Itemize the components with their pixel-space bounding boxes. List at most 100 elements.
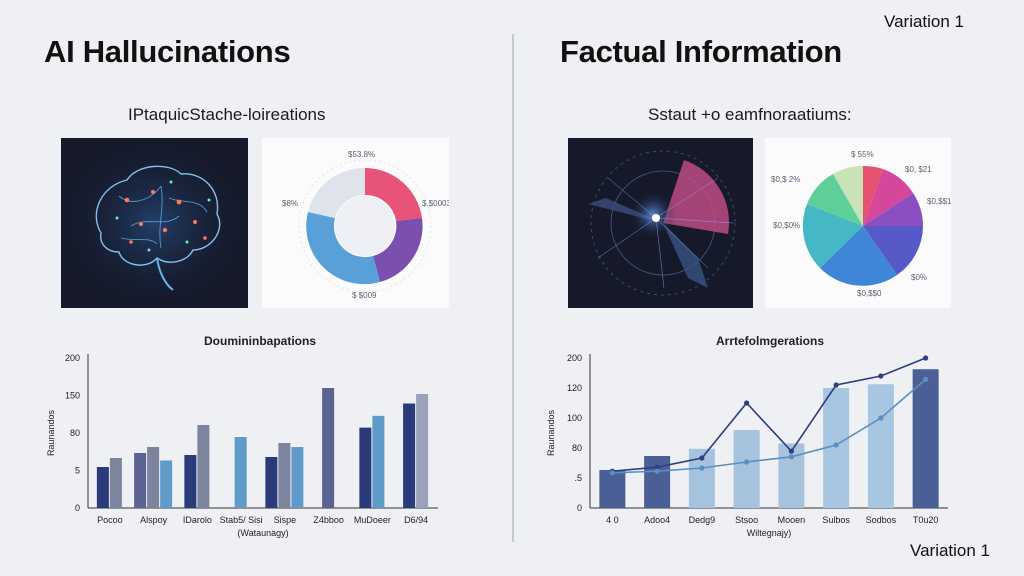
right-chart-point — [788, 454, 794, 460]
right-chart-line-1 — [612, 378, 927, 474]
right-chart-ytick-label: .5 — [574, 473, 582, 483]
pie-slice-0 — [863, 165, 883, 226]
right-chart-bar — [599, 470, 626, 508]
right-chart-point — [923, 355, 929, 361]
pie-label-0: $ 55% — [851, 150, 874, 159]
right-chart-xtick-label: Adoo4 — [644, 515, 670, 525]
left-chart-bar — [197, 424, 210, 508]
right-chart-bar — [867, 384, 894, 508]
donut-slice-grey — [308, 167, 365, 218]
right-chart-bar — [912, 369, 939, 508]
right-chart-point — [699, 465, 705, 471]
right-subtitle: Sstaut +o eamfnoraatiums: — [648, 105, 852, 124]
left-chart-bar — [160, 460, 173, 508]
pie-slice-2 — [863, 193, 923, 226]
right-chart-point — [833, 382, 839, 388]
left-chart-xtick-label: MuDoeer — [354, 515, 391, 525]
left-bar-chart: 0 5 80 150 200 Raunandos (Wataunagy) Pocoo Alspo… — [46, 353, 438, 538]
left-chart-bar — [234, 437, 247, 508]
pie-label-1: $0,$ 2% — [771, 175, 800, 184]
donut-label-1: $8% — [282, 199, 298, 208]
left-chart-xtick-label: Stab5/ Sisi — [220, 515, 263, 525]
network-illustration — [588, 150, 736, 296]
left-chart-bar — [134, 453, 147, 508]
right-chart-y-axis-label: Raunandos — [546, 409, 556, 456]
pie-slice-1 — [863, 169, 913, 226]
left-title: AI Hallucinations — [44, 34, 291, 69]
left-chart-bar — [265, 457, 278, 508]
left-donut-chart: $53.8% $8% $.$0003 $ $009 — [282, 150, 451, 300]
left-chart-xtick-label: Pocoo — [97, 515, 123, 525]
right-chart-xtick-label: Sodbos — [866, 515, 897, 525]
left-chart-bar — [96, 467, 109, 508]
right-chart-bar — [733, 430, 760, 508]
left-subtitle: IPtaquicStache-loireations — [128, 105, 326, 124]
left-chart-bar — [109, 458, 122, 508]
right-pie-chart: $ 55% $0,$ 2% $0, $21 $0,$$1 $0,$0% $0% … — [771, 150, 952, 298]
left-chart-bar — [322, 388, 335, 508]
right-chart-title: Arrtefolmgerations — [715, 334, 825, 348]
right-chart-point — [654, 464, 660, 470]
right-chart-x-axis-label: Wiltegnajy) — [747, 528, 792, 538]
right-chart-xtick-label: 4 0 — [606, 515, 619, 525]
right-chart-ytick-label: 100 — [567, 413, 582, 423]
right-title: Factual Information — [560, 34, 842, 69]
variation-label-bottom: Variation 1 — [910, 541, 991, 560]
left-chart-ytick-label: 200 — [65, 353, 80, 363]
pie-label-2: $0, $21 — [905, 165, 932, 174]
donut-slice-red — [365, 168, 422, 221]
left-chart-bar — [416, 394, 429, 508]
right-chart-ytick-label: 80 — [572, 443, 582, 453]
brain-illustration — [61, 138, 248, 308]
left-chart-ytick-label: 80 — [70, 428, 80, 438]
right-chart-xtick-label: Mooen — [778, 515, 806, 525]
left-chart-ytick-label: 5 — [75, 466, 80, 476]
left-chart-x-axis-label: (Wataunagy) — [237, 528, 288, 538]
right-chart-point — [878, 373, 884, 379]
donut-slice-blue — [306, 212, 380, 285]
brain-illustration-panel — [61, 138, 248, 308]
pie-slice-4 — [820, 226, 897, 286]
right-chart-point — [878, 415, 884, 421]
left-chart-ytick-label: 150 — [65, 391, 80, 401]
right-chart-point — [744, 459, 750, 465]
pie-label-5: $0% — [911, 273, 927, 282]
left-chart-xtick-label: Sispe — [274, 515, 297, 525]
right-chart-point — [788, 448, 794, 454]
left-chart-ytick-label: 0 — [75, 503, 80, 513]
right-bar-line-chart: 0 .5 80 100 120 200 Raunandos Wiltegnajy) 4 0 Ado… — [546, 353, 948, 538]
center-divider — [512, 34, 514, 542]
left-chart-bar — [291, 447, 304, 508]
right-chart-point — [744, 400, 750, 406]
donut-label-0: $53.8% — [348, 150, 375, 159]
right-chart-point — [609, 470, 615, 476]
pie-slice-6 — [807, 174, 863, 226]
right-chart-line-0 — [612, 357, 926, 472]
right-chart-bar — [644, 456, 671, 508]
left-chart-bar — [359, 427, 372, 508]
right-chart-point — [699, 455, 705, 461]
pie-label-6: $0,$$0 — [857, 289, 882, 298]
pie-label-4: $0,$0% — [773, 221, 800, 230]
pie-label-3: $0,$$1 — [927, 197, 951, 206]
right-chart-point — [654, 468, 660, 474]
left-chart-bar — [278, 443, 291, 508]
right-chart-xtick-label: Dedg9 — [689, 515, 716, 525]
donut-slice-purple — [373, 218, 423, 282]
right-chart-xtick-label: Sulbos — [822, 515, 850, 525]
right-chart-ytick-label: 120 — [567, 383, 582, 393]
left-chart-xtick-label: D6/94 — [404, 515, 428, 525]
left-chart-xtick-label: IDarolo — [183, 515, 212, 525]
variation-label-top: Variation 1 — [884, 12, 965, 31]
left-chart-title: Doumininbapations — [204, 334, 316, 348]
pie-slice-3 — [863, 226, 923, 275]
pie-slice-7 — [833, 165, 863, 226]
left-donut-panel: $53.8% $8% $.$0003 $ $009 — [262, 138, 451, 308]
left-chart-y-axis-label: Raunandos — [46, 409, 56, 456]
left-chart-bar — [403, 403, 416, 508]
left-chart-bar — [372, 415, 385, 508]
right-chart-xtick-label: T0u20 — [913, 515, 939, 525]
left-chart-xtick-label: Alspoy — [140, 515, 168, 525]
right-chart-ytick-label: 200 — [567, 353, 582, 363]
right-chart-point — [923, 376, 929, 382]
